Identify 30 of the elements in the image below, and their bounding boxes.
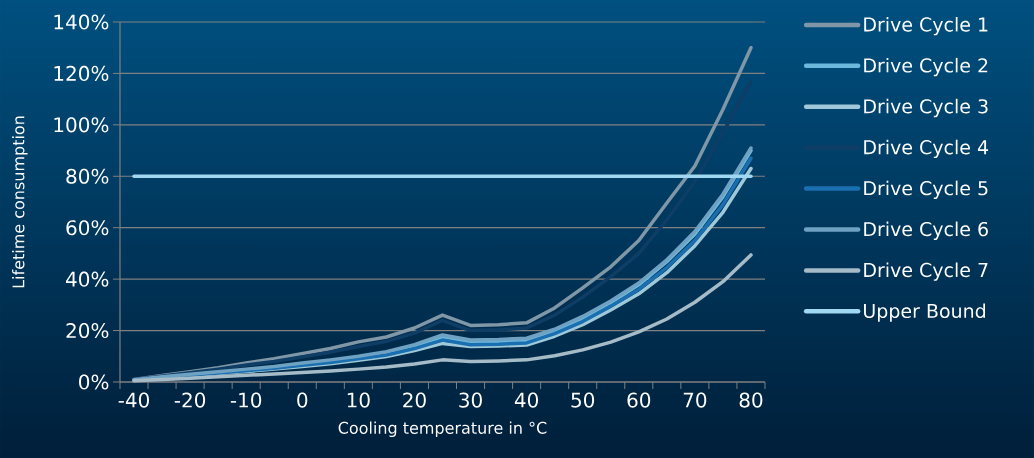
y-axis-title: Lifetime consumption (12, 116, 28, 288)
x-tick-label: 10 (347, 392, 370, 408)
y-tick-label: 60% (66, 220, 109, 236)
x-tick-label: 40 (514, 392, 538, 408)
x-tick-label: -40 (118, 392, 150, 408)
x-tick-label: 70 (683, 392, 707, 408)
x-tick-label: 60 (627, 392, 651, 408)
legend-label: Upper Bound (864, 303, 986, 322)
x-tick-label: 80 (739, 392, 763, 408)
legend-label: Drive Cycle 3 (864, 98, 988, 118)
y-tick-label: 80% (66, 168, 109, 184)
y-tick-label: 20% (66, 322, 109, 339)
x-tick-label: -10 (230, 392, 262, 408)
y-tick-label: 100% (54, 117, 109, 133)
legend-label: Drive Cycle 4 (864, 139, 989, 159)
y-tick-label: 120% (54, 65, 109, 81)
legend-label: Drive Cycle 6 (864, 221, 988, 240)
legend-label: Drive Cycle 7 (864, 262, 988, 281)
y-tick-label: 40% (66, 271, 109, 287)
legend-label: Drive Cycle 2 (864, 57, 988, 77)
y-tick-label: 140% (54, 14, 109, 30)
y-tick-label: 0% (79, 374, 109, 390)
x-tick-label: 20 (403, 392, 426, 408)
legend-label: Drive Cycle 5 (864, 180, 988, 200)
x-tick-label: 0 (297, 392, 308, 408)
legend-label: Drive Cycle 1 (864, 16, 988, 36)
x-tick-label: 50 (571, 392, 595, 408)
x-tick-label: -20 (174, 392, 206, 408)
x-axis-title: Cooling temperature in °C (338, 421, 547, 437)
x-tick-label: 30 (459, 392, 482, 408)
